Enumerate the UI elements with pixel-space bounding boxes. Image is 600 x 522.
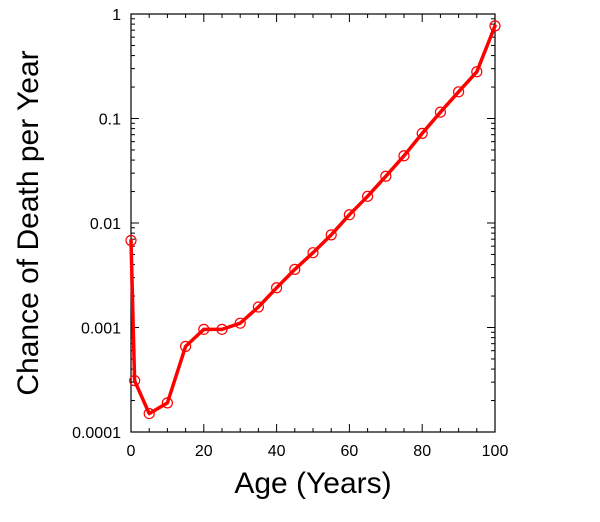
data-point [234,317,246,329]
data-point [489,20,501,32]
data-point [125,234,137,247]
y-tick-label: 0.1 [99,112,121,129]
y-tick-label: 0.001 [81,321,121,338]
x-tick-label: 100 [482,443,509,460]
data-point [343,209,355,221]
tick-labels: 0 20 40 60 80 100 0.0001 0.001 0.01 0.1 1 [72,7,508,460]
data-point [325,229,337,241]
data-point [416,127,428,140]
x-tick-label: 0 [127,443,136,460]
data-point [307,247,319,259]
data-point [289,263,301,275]
data-point [252,301,264,313]
data-point [398,150,410,162]
y-tick-label: 0.01 [90,216,121,233]
data-point [471,66,483,78]
x-tick-label: 60 [341,443,359,460]
series-line [129,24,497,416]
y-axis-title: Chance of Death per Year [12,50,45,395]
data-point [453,86,465,98]
data-point [198,323,210,335]
data-point [143,407,155,420]
y-tick-label: 1 [112,7,121,24]
x-tick-label: 20 [195,443,213,460]
data-point [362,190,374,202]
series-death-chance [125,20,501,420]
data-point [434,106,446,118]
y-tick-label: 0.0001 [72,425,121,442]
x-axis-title: Age (Years) [234,467,391,500]
data-point [129,375,141,387]
plot-frame [130,13,496,433]
data-point [271,282,283,294]
x-tick-label: 40 [268,443,286,460]
data-point [180,340,192,352]
data-point [161,397,173,409]
data-point [216,323,228,335]
x-tick-label: 80 [413,443,431,460]
axes [130,13,496,433]
data-point [380,170,392,182]
